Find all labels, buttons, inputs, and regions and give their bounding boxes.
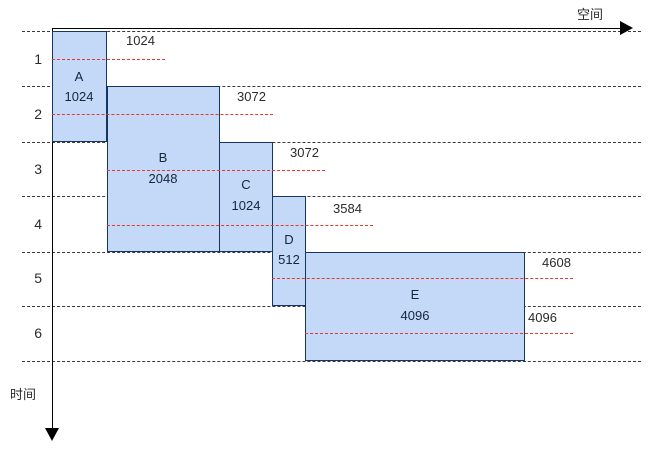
gridline-2	[22, 142, 641, 143]
gridline-0	[22, 31, 641, 32]
marker-line-1024	[52, 59, 165, 60]
marker-line-4096	[305, 333, 573, 334]
task-box-d-value: 512	[278, 252, 300, 267]
marker-label-3584: 3584	[333, 201, 362, 216]
space-axis-arrow-icon	[620, 21, 633, 35]
task-box-e[interactable]	[305, 252, 525, 361]
task-box-a-name: A	[74, 69, 84, 84]
time-tick-2: 2	[34, 106, 42, 122]
task-box-d[interactable]	[272, 196, 306, 306]
task-box-b-name: B	[158, 150, 168, 165]
marker-label-4096: 4096	[528, 310, 557, 325]
time-tick-5: 5	[34, 270, 42, 286]
marker-label-1024: 1024	[126, 33, 155, 48]
marker-label-3072-b: 3072	[290, 145, 319, 160]
task-box-c-name: C	[241, 177, 251, 192]
space-axis-label: 空间	[577, 7, 604, 22]
task-box-d-name: D	[284, 232, 294, 247]
marker-label-3072-a: 3072	[237, 89, 266, 104]
task-box-e-name: E	[410, 287, 420, 302]
time-tick-3: 3	[34, 161, 42, 177]
task-box-c[interactable]	[219, 142, 273, 252]
time-axis-line	[52, 28, 53, 433]
time-tick-4: 4	[34, 216, 42, 232]
task-box-e-value: 4096	[400, 308, 430, 323]
gridline-3	[22, 196, 641, 197]
marker-line-4608	[272, 278, 573, 279]
marker-line-3072-b	[107, 170, 325, 171]
task-box-a-value: 1024	[64, 89, 94, 104]
marker-label-4608: 4608	[542, 255, 571, 270]
space-axis-line	[52, 28, 627, 29]
marker-line-3072-a	[52, 114, 273, 115]
time-tick-6: 6	[34, 325, 42, 341]
time-axis-label: 时间	[10, 387, 37, 402]
time-axis-arrow-icon	[45, 428, 59, 441]
time-tick-1: 1	[34, 51, 42, 67]
gridline-1	[22, 86, 641, 87]
task-box-a[interactable]	[52, 31, 107, 142]
gridline-6	[22, 361, 641, 362]
marker-line-3584	[107, 225, 373, 226]
task-box-b-value: 2048	[148, 171, 178, 186]
task-box-c-value: 1024	[231, 198, 261, 213]
task-box-b[interactable]	[107, 86, 220, 252]
